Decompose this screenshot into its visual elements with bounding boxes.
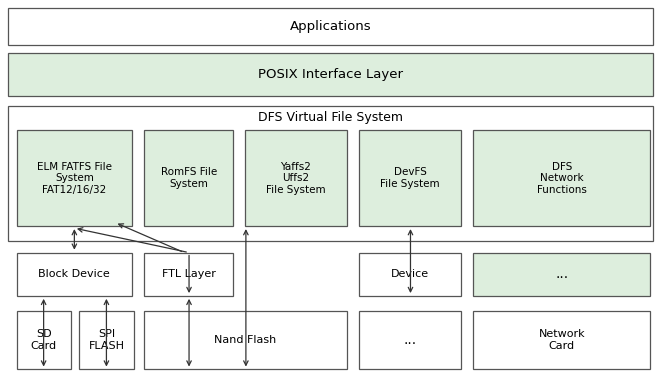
Text: Yaffs2
Uffs2
File System: Yaffs2 Uffs2 File System [266,161,326,195]
Text: Device: Device [391,269,429,279]
Bar [17,311,71,369]
Text: RomFS File
System: RomFS File System [161,167,217,189]
Bar [144,130,233,226]
Text: SD
Card: SD Card [30,329,57,351]
Bar [473,311,650,369]
Text: POSIX Interface Layer: POSIX Interface Layer [258,68,403,81]
Bar [8,106,653,241]
Bar [144,311,347,369]
Bar [17,130,132,226]
Text: ...: ... [555,267,568,281]
Bar [8,8,653,45]
Bar [8,53,653,96]
Text: DFS Virtual File System: DFS Virtual File System [258,111,403,124]
Text: Block Device: Block Device [38,269,110,279]
Text: Applications: Applications [290,20,371,33]
Text: DFS
Network
Functions: DFS Network Functions [537,161,587,195]
Text: Network
Card: Network Card [539,329,585,351]
Bar [473,130,650,226]
Text: SPI
FLASH: SPI FLASH [89,329,124,351]
Bar [359,253,461,296]
Text: Nand Flash: Nand Flash [214,335,277,345]
Text: FTL Layer: FTL Layer [162,269,215,279]
Bar [473,253,650,296]
Bar [359,130,461,226]
Bar [245,130,347,226]
Text: ...: ... [404,333,416,347]
Text: ELM FATFS File
System
FAT12/16/32: ELM FATFS File System FAT12/16/32 [37,161,112,195]
Bar [144,253,233,296]
Bar [17,253,132,296]
Bar [359,311,461,369]
Bar [79,311,134,369]
Text: DevFS
File System: DevFS File System [380,167,440,189]
